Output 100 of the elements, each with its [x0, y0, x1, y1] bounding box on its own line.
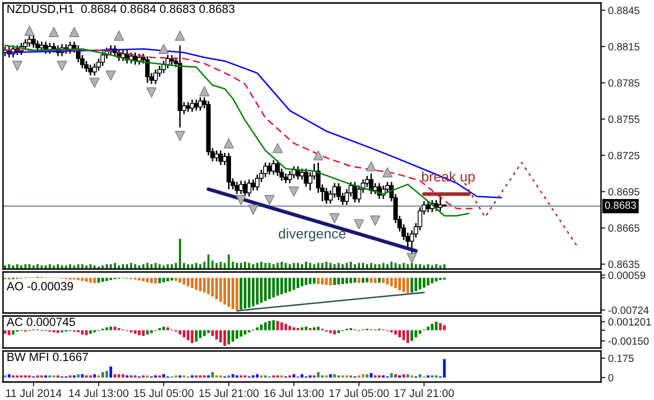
bar	[4, 375, 6, 378]
point	[114, 30, 124, 41]
bar	[232, 330, 234, 342]
bar	[146, 330, 149, 334]
bar	[366, 374, 368, 378]
bar	[232, 374, 234, 378]
bar	[81, 374, 84, 378]
bar	[402, 330, 406, 340]
bar	[325, 262, 328, 269]
bar	[268, 320, 271, 330]
point	[158, 44, 169, 54]
bar	[284, 262, 287, 269]
x-tick-label: 14 Jul 13:00	[69, 388, 128, 398]
bar	[366, 264, 368, 269]
x-tick-label: 17 Jul 21:00	[394, 388, 454, 398]
bar	[402, 374, 406, 378]
bar	[178, 330, 182, 334]
bar	[390, 373, 393, 378]
bar	[240, 375, 242, 378]
bar	[292, 262, 295, 269]
bar	[394, 330, 397, 334]
bar	[232, 262, 234, 269]
bar	[195, 262, 198, 269]
point	[382, 167, 393, 178]
point	[12, 60, 22, 71]
candlestick	[304, 168, 308, 188]
bar	[300, 264, 304, 269]
y-tick-label: 0.8695	[608, 188, 640, 196]
y-tick-label: 0.8665	[608, 224, 640, 232]
bar	[56, 330, 60, 334]
point	[146, 87, 157, 98]
bar	[228, 254, 230, 269]
bar	[89, 330, 92, 334]
bar	[438, 323, 442, 330]
bar	[223, 330, 226, 346]
bar	[162, 326, 166, 330]
bar	[207, 375, 210, 378]
bar	[109, 366, 112, 378]
point	[48, 26, 59, 38]
bar	[317, 262, 320, 269]
bar	[4, 330, 6, 334]
bar	[216, 262, 218, 269]
bar	[309, 262, 312, 269]
bar	[134, 330, 137, 334]
candlestick	[194, 99, 198, 112]
bar	[207, 330, 210, 334]
bar	[276, 320, 279, 330]
bar	[292, 374, 296, 378]
bar	[300, 327, 304, 330]
bar	[8, 330, 10, 336]
candlestick	[255, 174, 260, 192]
bar	[427, 264, 430, 269]
point	[174, 130, 186, 142]
candlestick	[218, 150, 223, 166]
y-tick-label: 0.8785	[608, 79, 640, 87]
y-tick-label: -0.00150	[608, 337, 649, 345]
bar	[183, 262, 186, 269]
bar	[406, 330, 410, 344]
candlestick	[250, 178, 256, 192]
y-tick-label: -0.00724	[608, 306, 649, 314]
candlestick	[438, 194, 443, 212]
bar	[178, 375, 182, 378]
candlestick	[31, 34, 36, 48]
bar	[178, 238, 181, 269]
bar	[334, 264, 336, 269]
bar	[268, 262, 270, 269]
bar	[56, 264, 59, 269]
bar	[114, 262, 116, 269]
bar	[28, 375, 31, 378]
bar	[256, 374, 259, 378]
bar	[264, 262, 266, 269]
bar	[236, 330, 238, 339]
bar	[138, 330, 141, 336]
bar	[118, 374, 120, 378]
bar	[378, 264, 380, 269]
bar	[305, 262, 308, 269]
y-tick-label: 0.175	[608, 354, 634, 362]
bar	[264, 322, 267, 330]
bar	[280, 322, 283, 330]
y-tick-label: 0.8635	[608, 260, 640, 268]
bar	[362, 374, 364, 378]
bar	[109, 326, 112, 330]
bar	[272, 320, 275, 330]
point	[24, 26, 35, 36]
candlestick	[275, 159, 280, 177]
point	[354, 219, 364, 230]
point	[329, 213, 340, 224]
bar	[260, 324, 263, 330]
bar	[76, 374, 80, 378]
y-tick-label: 0.001201	[608, 318, 651, 326]
bar	[300, 374, 304, 378]
bar	[93, 374, 96, 378]
point	[224, 138, 234, 148]
bar	[394, 262, 397, 269]
point	[288, 186, 299, 197]
point	[313, 150, 324, 160]
bar	[81, 330, 84, 334]
bar	[190, 330, 194, 344]
bar	[304, 326, 308, 330]
bar	[394, 374, 397, 378]
